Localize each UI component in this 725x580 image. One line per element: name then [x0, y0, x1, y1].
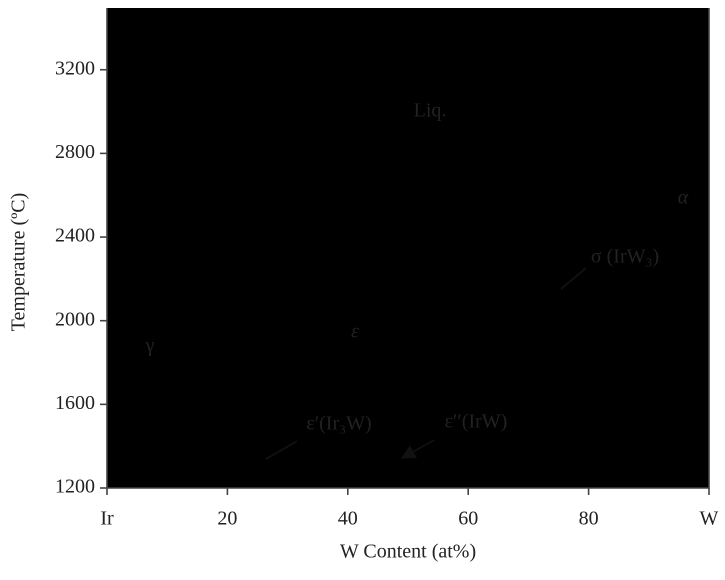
annotation: α — [678, 187, 689, 209]
annotation: σ (IrW₃) — [591, 246, 659, 268]
annotation: γ — [145, 335, 155, 357]
x-tick-label: 80 — [579, 508, 599, 530]
annotation: ε′′(IrW) — [445, 411, 508, 433]
x-tick-label: Ir — [100, 508, 114, 530]
y-tick-label: 2800 — [55, 141, 95, 163]
phase-boundaries — [106, 8, 710, 489]
annotation: ε — [351, 321, 359, 343]
y-tick-label: 3200 — [55, 57, 95, 79]
x-tick-label: 60 — [458, 508, 478, 530]
x-axis-title: W Content (at%) — [340, 541, 476, 563]
y-tick-label: 2000 — [55, 308, 95, 330]
y-tick-label: 2400 — [55, 225, 95, 247]
x-tick-label: W — [700, 508, 719, 530]
annotation: Liq. — [414, 100, 447, 122]
y-tick-label: 1600 — [55, 392, 95, 414]
y-axis-title: Temperature (ºC) — [8, 193, 30, 332]
annotation: ε′(Ir₃W) — [306, 413, 371, 435]
x-tick-label: 20 — [217, 508, 237, 530]
x-tick-label: 40 — [338, 508, 358, 530]
y-tick-label: 1200 — [55, 476, 95, 498]
